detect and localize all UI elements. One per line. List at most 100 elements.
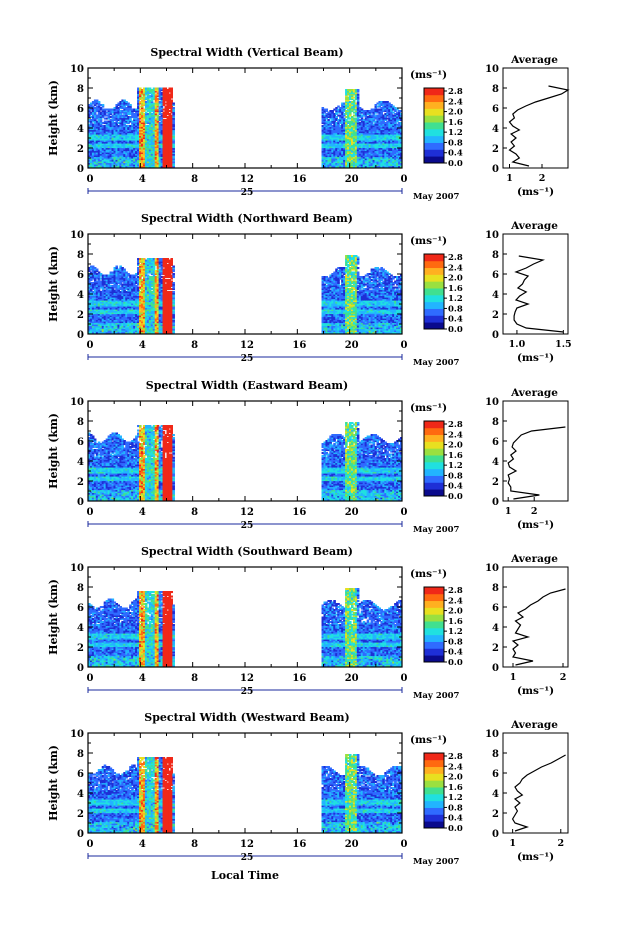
- avg-y-tick-label: 10: [485, 230, 499, 241]
- colorbar-segment: [424, 759, 444, 768]
- colorbar-tick-label: 2.0: [448, 607, 463, 617]
- colorbar-segment: [424, 648, 444, 656]
- colorbar-segment: [424, 753, 444, 761]
- avg-y-tick-label: 4: [492, 124, 499, 135]
- avg-x-tick-label: 1: [509, 838, 516, 849]
- avg-y-tick-label: 6: [492, 603, 499, 614]
- average-frame: [502, 67, 569, 169]
- colorbar-tick-label: 0.0: [448, 824, 463, 834]
- colorbar-segment: [424, 475, 444, 483]
- y-tick-label: 0: [77, 497, 84, 508]
- colorbar-segment: [424, 308, 444, 316]
- average-frame: [502, 233, 569, 335]
- avg-x-tick-label: 2: [539, 173, 546, 184]
- colorbar-segment: [424, 627, 444, 636]
- colorbar-segment: [424, 773, 444, 781]
- x-tick-label: 0: [401, 174, 408, 185]
- average-title: Average: [510, 387, 558, 399]
- y-axis-label: Height (km): [47, 413, 60, 489]
- colorbar-tick-label: 2.8: [448, 752, 463, 762]
- avg-x-tick-label: 1: [506, 173, 513, 184]
- colorbar-segment: [424, 655, 444, 663]
- x-tick-label: 0: [87, 174, 94, 185]
- colorbar-unit: (ms⁻¹): [410, 402, 447, 414]
- colorbar-segment: [424, 621, 444, 629]
- colorbar-segment: [424, 301, 444, 309]
- avg-x-tick-label: 1.5: [555, 339, 572, 350]
- colorbar-segment: [424, 115, 444, 123]
- colorbar-tick-label: 1.6: [448, 617, 463, 627]
- x-tick-label: 12: [240, 673, 254, 684]
- x-tick-label: 8: [191, 174, 198, 185]
- colorbar-tick-label: 1.2: [448, 294, 463, 304]
- average-title: Average: [510, 220, 558, 232]
- x-tick-label: 0: [401, 673, 408, 684]
- x-tick-label: 16: [292, 507, 306, 518]
- colorbar-segment: [424, 793, 444, 802]
- colorbar-tick-label: 0.0: [448, 159, 463, 169]
- y-tick-label: 8: [77, 749, 84, 760]
- day-label: 25: [241, 687, 254, 697]
- y-tick-label: 0: [77, 829, 84, 840]
- y-tick-label: 8: [77, 250, 84, 261]
- colorbar-frame: [423, 87, 445, 164]
- x-tick-label: 12: [240, 507, 254, 518]
- colorbar-tick-label: 0.8: [448, 637, 463, 647]
- colorbar-tick-label: 2.0: [448, 773, 463, 783]
- average-profile-line: [508, 85, 570, 167]
- avg-y-tick-label: 0: [492, 164, 499, 175]
- avg-y-tick-label: 8: [492, 749, 499, 760]
- x-tick-label: 4: [139, 507, 146, 518]
- average-x-label: (ms⁻¹): [517, 851, 554, 863]
- colorbar-segment: [424, 614, 444, 622]
- colorbar-segment: [424, 587, 444, 595]
- y-tick-label: 2: [77, 144, 84, 155]
- y-axis-label: Height (km): [47, 80, 60, 156]
- avg-y-tick-label: 2: [492, 310, 499, 321]
- colorbar-segment: [424, 814, 444, 822]
- colorbar-tick-label: 0.0: [448, 325, 463, 335]
- y-tick-label: 4: [77, 789, 84, 800]
- avg-y-tick-label: 2: [492, 144, 499, 155]
- colorbar-segment: [424, 821, 444, 829]
- colorbar-tick-label: 0.4: [448, 149, 463, 159]
- x-tick-label: 0: [87, 839, 94, 850]
- colorbar-tick-label: 2.4: [448, 263, 463, 273]
- x-tick-label: 12: [240, 839, 254, 850]
- avg-x-tick-label: 2: [531, 506, 538, 517]
- colorbar-frame: [423, 586, 445, 663]
- colorbar-unit: (ms⁻¹): [410, 568, 447, 580]
- y-tick-label: 6: [77, 769, 84, 780]
- avg-y-tick-label: 4: [492, 457, 499, 468]
- avg-y-tick-label: 2: [492, 477, 499, 488]
- colorbar-segment: [424, 641, 444, 649]
- colorbar-tick-label: 0.8: [448, 471, 463, 481]
- colorbar-segment: [424, 807, 444, 815]
- y-tick-label: 10: [70, 729, 84, 740]
- colorbar-segment: [424, 88, 444, 96]
- x-tick-label: 16: [292, 673, 306, 684]
- beam-panel-1: Spectral Width (Vertical Beam) Height (km…: [47, 46, 570, 202]
- colorbar-segment: [424, 101, 444, 109]
- y-tick-label: 2: [77, 809, 84, 820]
- colorbar-tick-label: 2.4: [448, 97, 463, 107]
- y-axis-label: Height (km): [47, 745, 60, 821]
- avg-y-tick-label: 8: [492, 417, 499, 428]
- colorbar-tick-label: 2.8: [448, 87, 463, 97]
- day-label: 25: [241, 188, 254, 198]
- y-tick-label: 2: [77, 310, 84, 321]
- colorbar-tick-label: 0.4: [448, 315, 463, 325]
- y-tick-label: 4: [77, 290, 84, 301]
- avg-y-tick-label: 6: [492, 769, 499, 780]
- colorbar-segment: [424, 421, 444, 429]
- colorbar-segment: [424, 593, 444, 602]
- colorbar-tick-label: 2.0: [448, 274, 463, 284]
- average-title: Average: [510, 553, 558, 565]
- colorbar-segment: [424, 156, 444, 164]
- y-tick-label: 4: [77, 457, 84, 468]
- colorbar-tick-label: 0.8: [448, 304, 463, 314]
- y-tick-label: 10: [70, 397, 84, 408]
- colorbar-tick-label: 2.8: [448, 586, 463, 596]
- x-tick-label: 8: [191, 839, 198, 850]
- y-tick-label: 4: [77, 623, 84, 634]
